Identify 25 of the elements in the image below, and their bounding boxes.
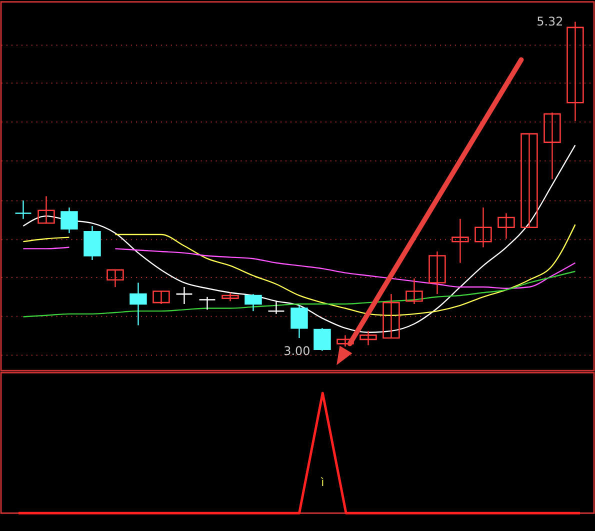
candlestick bbox=[244, 293, 262, 312]
candlestick bbox=[130, 282, 147, 326]
candlestick bbox=[520, 133, 538, 228]
candlestick bbox=[152, 290, 170, 305]
candlestick bbox=[498, 212, 515, 240]
candlestick bbox=[176, 286, 193, 305]
annotation: ì bbox=[320, 476, 324, 490]
candlestick bbox=[452, 218, 469, 264]
candlestick bbox=[428, 250, 446, 295]
candlestick bbox=[360, 330, 377, 346]
candlestick bbox=[198, 296, 216, 310]
candlestick bbox=[474, 206, 492, 248]
candlestick bbox=[268, 300, 285, 315]
candlestick bbox=[106, 269, 124, 288]
candlestick bbox=[382, 293, 400, 339]
candlestick bbox=[406, 278, 423, 305]
candlestick bbox=[38, 196, 55, 224]
candlestick bbox=[566, 21, 584, 122]
candlestick bbox=[314, 328, 331, 352]
candlestick bbox=[290, 304, 308, 339]
annotation: 3.00 bbox=[284, 344, 310, 358]
candlestick bbox=[60, 206, 78, 234]
candlestick bbox=[544, 112, 561, 180]
candlestick bbox=[14, 200, 32, 220]
annotation: 5.32 bbox=[536, 14, 564, 29]
